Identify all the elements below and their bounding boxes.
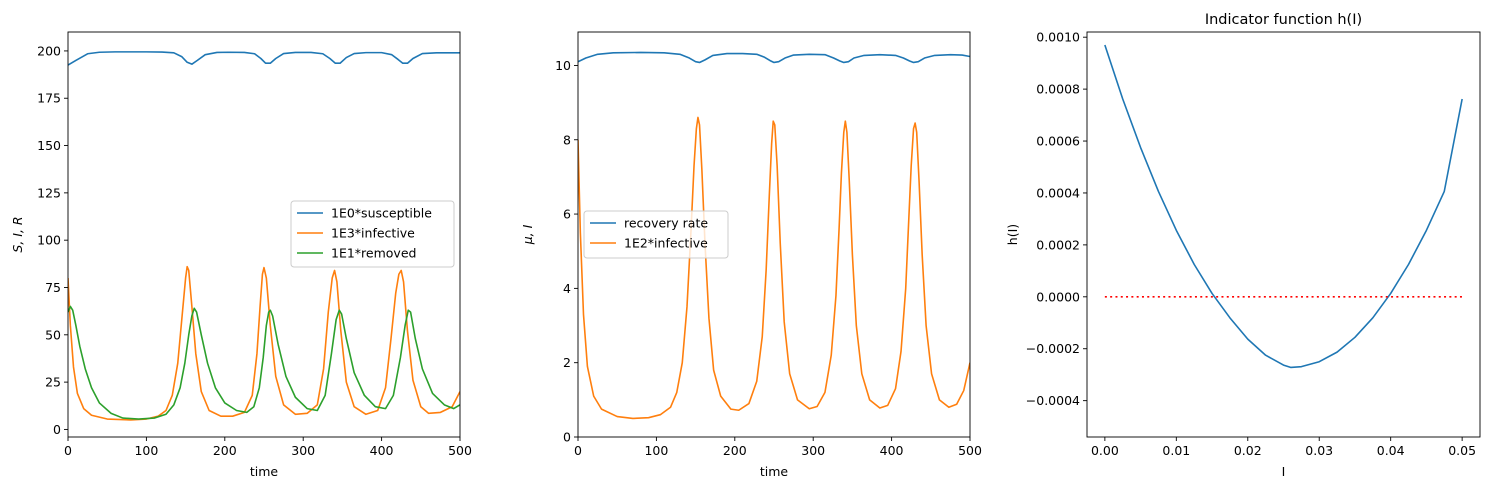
y-tick-label: 8 xyxy=(563,132,571,147)
x-tick-label: 0 xyxy=(64,443,72,458)
series-line-recovery-rate xyxy=(578,51,970,64)
y-axis-label: h(I) xyxy=(1005,224,1020,245)
y-tick-label: 25 xyxy=(45,375,61,390)
series-line-1e3-infective xyxy=(68,265,460,421)
y-tick-label: 0.0010 xyxy=(1036,30,1080,45)
legend-label: 1E0*susceptible xyxy=(331,206,432,221)
y-tick-label: 0.0004 xyxy=(1036,185,1080,200)
series-line-1e1-removed xyxy=(68,305,460,420)
y-tick-label: 0.0002 xyxy=(1036,237,1080,252)
legend-box xyxy=(583,210,729,259)
y-tick-label: 200 xyxy=(37,43,61,58)
x-axis-label: time xyxy=(760,464,789,479)
legend: 1E0*susceptible 1E3*infective 1E1*removed xyxy=(290,200,455,268)
x-axis-label: time xyxy=(250,464,279,479)
x-tick-label: 500 xyxy=(448,443,472,458)
chart-title: Indicator function h(I) xyxy=(1205,12,1362,28)
y-tick-label: 0.0000 xyxy=(1036,289,1080,304)
y-tick-label: 50 xyxy=(45,327,61,342)
x-tick-label: 0.04 xyxy=(1377,443,1405,458)
chart-panel-1: 0 100 200 300 400 500 0 25 50 75 100 125 150 175 200 ti… xyxy=(10,31,472,479)
axes-frame xyxy=(1086,31,1481,438)
series-line-1e0-susceptible xyxy=(68,51,460,66)
legend-label: 1E2*infective xyxy=(624,236,708,251)
x-tick-label: 400 xyxy=(880,443,904,458)
y-tick-label: 150 xyxy=(37,138,61,153)
legend-label: 1E3*infective xyxy=(331,226,415,241)
x-tick-label: 0.02 xyxy=(1234,443,1262,458)
legend-label: 1E1*removed xyxy=(331,246,416,261)
series-line-series-1 xyxy=(1104,44,1463,369)
y-tick-label: 10 xyxy=(555,58,571,73)
legend-label: recovery rate xyxy=(624,216,708,231)
y-axis-label: μ, I xyxy=(520,224,535,245)
chart-panel-2: 0 100 200 300 400 500 0 2 4 6 8 10 time μ, I recovery … xyxy=(520,31,982,479)
x-tick-label: 0.03 xyxy=(1305,443,1333,458)
x-tick-label: 300 xyxy=(801,443,825,458)
y-tick-label: 0 xyxy=(563,430,571,445)
x-axis-label: I xyxy=(1282,464,1286,479)
legend: recovery rate 1E2*infective xyxy=(583,210,729,259)
x-tick-label: 300 xyxy=(291,443,315,458)
x-tick-label: 0.01 xyxy=(1162,443,1190,458)
x-tick-label: 0.05 xyxy=(1448,443,1476,458)
x-tick-label: 0 xyxy=(574,443,582,458)
y-tick-label: 4 xyxy=(563,281,571,296)
y-tick-label: 0.0008 xyxy=(1036,82,1080,97)
series-line-1e2-infective xyxy=(578,116,970,420)
x-tick-label: 500 xyxy=(958,443,982,458)
y-tick-label: 2 xyxy=(563,355,571,370)
y-axis-label: S, I, R xyxy=(10,216,25,252)
y-tick-label: 75 xyxy=(45,280,61,295)
y-tick-label: 125 xyxy=(37,185,61,200)
x-tick-label: 100 xyxy=(644,443,668,458)
y-tick-label: 175 xyxy=(37,91,61,106)
x-tick-label: 400 xyxy=(370,443,394,458)
axes-frame xyxy=(67,31,461,438)
legend-box xyxy=(290,200,455,268)
y-tick-label: −0.0004 xyxy=(1026,393,1080,408)
x-tick-label: 200 xyxy=(213,443,237,458)
chart-panel-3: 0.00 0.01 0.02 0.03 0.04 0.05 −0.0004 −0.0002 0.… xyxy=(1005,12,1481,479)
y-tick-label: 0.0006 xyxy=(1036,134,1080,149)
axes-frame xyxy=(577,31,971,438)
x-tick-label: 100 xyxy=(134,443,158,458)
x-tick-label: 200 xyxy=(723,443,747,458)
x-tick-label: 0.00 xyxy=(1091,443,1119,458)
y-tick-label: 0 xyxy=(53,422,61,437)
y-tick-label: 100 xyxy=(37,233,61,248)
y-tick-label: 6 xyxy=(563,207,571,222)
y-tick-label: −0.0002 xyxy=(1026,341,1080,356)
